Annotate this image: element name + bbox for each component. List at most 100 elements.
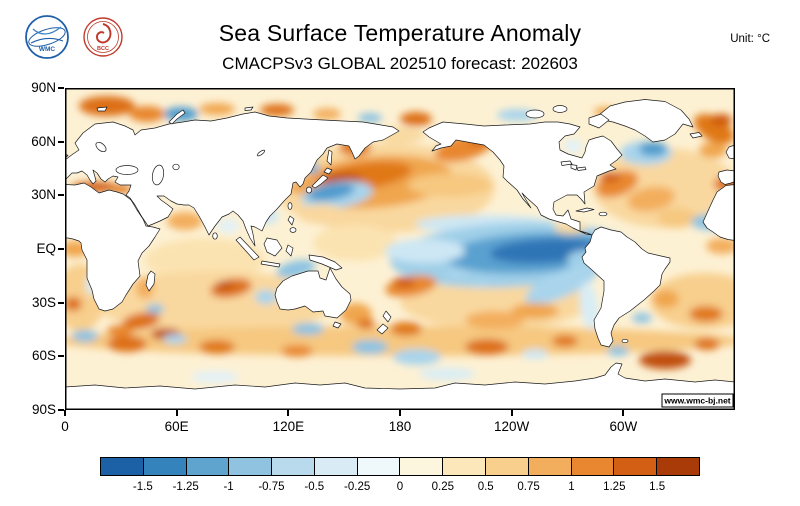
- great-lake: [570, 164, 578, 171]
- japan-honshu: [311, 174, 329, 189]
- continent-africa-west: [702, 184, 735, 241]
- arctic-island: [525, 109, 545, 119]
- colorbar-block: [357, 458, 401, 475]
- continent-antarctica: [65, 362, 735, 410]
- colorbar-tick-label: -1.5: [132, 481, 153, 493]
- sulawesi: [285, 244, 294, 257]
- y-axis-label: 30N: [31, 187, 56, 203]
- continent-eurasia: [65, 111, 400, 247]
- britain: [725, 144, 735, 160]
- colorbar-block: [614, 458, 658, 475]
- new-guinea: [308, 254, 343, 271]
- svalbard: [96, 106, 108, 112]
- colorbar-block: [486, 458, 529, 475]
- watermark-box: www.wmc-bj.net: [661, 393, 734, 408]
- map-frame: www.wmc-bj.net: [65, 88, 735, 410]
- new-zealand-north: [382, 310, 392, 323]
- figure-subtitle: CMACPSv3 GLOBAL 202510 forecast: 202603: [222, 54, 578, 73]
- y-axis-tick: [58, 301, 64, 304]
- x-axis-label: 120W: [494, 419, 530, 434]
- continents: [65, 99, 735, 410]
- continent-africa-east: [65, 182, 161, 312]
- y-axis-label: 60S: [31, 348, 56, 364]
- colorbar-tick-label: -0.75: [258, 481, 285, 493]
- figure-title: Sea Surface Temperature Anomaly: [218, 20, 582, 46]
- x-axis-tick: [175, 410, 178, 416]
- philippines-luzon: [287, 215, 295, 226]
- taiwan: [287, 202, 293, 210]
- ocean-anomaly-field: [65, 96, 735, 383]
- colorbar-block: [314, 458, 358, 475]
- colorbar-tick-label: -1.25: [172, 481, 199, 493]
- x-axis-label: 0: [61, 419, 69, 434]
- falkland-islands: [621, 338, 629, 344]
- x-axis-tick: [64, 410, 66, 416]
- x-axis-tick: [510, 410, 513, 416]
- colorbar-block: [272, 458, 315, 475]
- y-axis-label: EQ: [36, 241, 56, 256]
- java: [260, 260, 281, 268]
- y-axis-tick: [58, 194, 64, 197]
- hispaniola: [598, 211, 608, 217]
- x-axis-tick: [399, 410, 401, 416]
- bcc-logo-text: BCC: [97, 46, 109, 52]
- colorbar-tick-label: 1.25: [603, 481, 626, 493]
- continent-north-america: [422, 121, 623, 236]
- colorbar-tick-label: 0.25: [431, 481, 455, 493]
- y-axis-tick: [58, 140, 64, 143]
- y-axis-label: 60N: [31, 133, 56, 149]
- colorbar-block: [443, 458, 487, 475]
- sst-anomaly-map: www.wmc-bj.net: [65, 88, 735, 410]
- sakhalin: [326, 149, 333, 166]
- x-axis-tick: [622, 410, 625, 416]
- japan-kyushu: [306, 186, 312, 194]
- madagascar: [145, 270, 156, 292]
- cuba: [575, 207, 595, 213]
- y-axis-tick: [58, 409, 64, 411]
- colorbar-block: [657, 458, 699, 475]
- y-axis-tick: [58, 355, 64, 358]
- y-axis-tick: [58, 87, 64, 89]
- philippines-mindanao: [289, 227, 297, 233]
- sri-lanka: [212, 232, 218, 240]
- black-sea: [115, 165, 139, 175]
- baffin-island: [588, 113, 610, 129]
- x-axis-label: 120E: [272, 419, 305, 434]
- colorbar-block: [229, 458, 273, 475]
- tasmania: [332, 321, 342, 329]
- colorbar-block: [101, 458, 144, 475]
- colorbar-block: [571, 458, 615, 475]
- x-axis-tick: [287, 410, 290, 416]
- colorbar-tick-label: 0.75: [517, 481, 540, 493]
- aral-sea: [172, 163, 180, 171]
- x-axis-label: 180: [388, 419, 412, 434]
- watermark-text: www.wmc-bj.net: [663, 396, 730, 406]
- baltic-sea: [95, 141, 107, 153]
- colorbar-tick-label: -1: [223, 481, 234, 493]
- wmc-logo: WMC: [25, 15, 69, 59]
- colorbar-block: [400, 458, 444, 475]
- caspian-sea: [151, 164, 165, 186]
- colorbar-block: [528, 458, 572, 475]
- map-border: [65, 88, 735, 410]
- colorbar-block: [143, 458, 187, 475]
- y-axis-label: 90S: [31, 402, 56, 417]
- arctic-island: [552, 105, 568, 113]
- colorbar-tick-label: 0.5: [477, 481, 494, 493]
- colorbar-tick-label: -0.25: [344, 481, 371, 493]
- iceland: [689, 132, 703, 139]
- japan-hokkaido: [323, 167, 333, 175]
- colorbar-tick-label: 1: [568, 481, 575, 493]
- colorbar-tick-label: -0.5: [304, 481, 325, 493]
- colorbar-block: [186, 458, 230, 475]
- continent-australia: [274, 267, 352, 319]
- great-lake: [560, 160, 573, 166]
- logo-group: WMC BCC: [24, 14, 124, 60]
- continent-south-america: [581, 226, 671, 348]
- sumatra: [235, 236, 260, 261]
- severnaya-zemlya: [244, 106, 254, 111]
- x-axis-label: 60W: [609, 419, 638, 434]
- y-axis-tick: [58, 248, 64, 250]
- y-axis-label: 90N: [31, 80, 56, 95]
